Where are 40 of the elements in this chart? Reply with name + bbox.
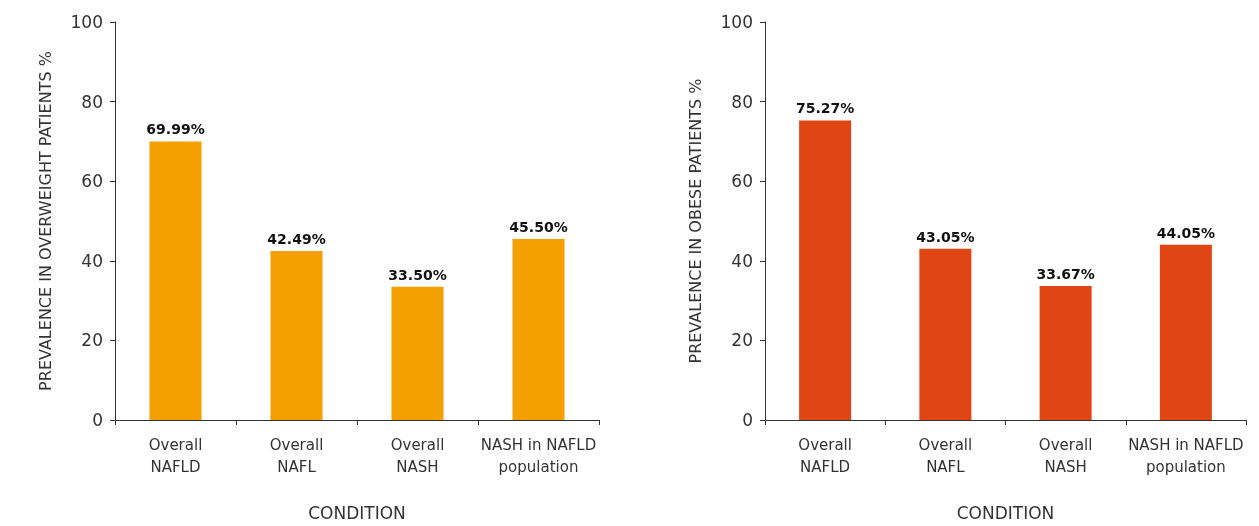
x-tick-label: NASH in NAFLD population xyxy=(1128,436,1244,476)
y-tick-label: 40 xyxy=(731,250,753,271)
data-label: 75.27% xyxy=(795,100,855,117)
data-label: 43.05% xyxy=(916,228,975,245)
y-tick-label: 20 xyxy=(81,330,103,351)
x-tick-label: Overall NAFL xyxy=(269,436,324,476)
bar xyxy=(1159,244,1212,420)
x-tick-label: Overall NAFL xyxy=(918,436,973,476)
y-tick-label: 0 xyxy=(742,410,753,430)
x-tick-label: Overall NASH xyxy=(1038,436,1093,476)
data-label: 45.50% xyxy=(509,218,568,235)
x-axis-title: CONDITION xyxy=(308,502,406,523)
y-tick-label: 100 xyxy=(720,12,753,32)
bar xyxy=(149,141,202,420)
data-label: 69.99% xyxy=(146,121,205,138)
y-tick-label: 40 xyxy=(81,250,103,271)
bar xyxy=(919,248,972,420)
data-label: 42.49% xyxy=(267,230,326,247)
x-tick-label: Overall NAFLD xyxy=(148,436,203,476)
y-tick-label: 100 xyxy=(70,12,103,32)
bar xyxy=(391,286,444,420)
bar xyxy=(1039,285,1092,420)
bar xyxy=(270,250,323,420)
data-label: 33.50% xyxy=(388,266,447,283)
data-label: 44.05% xyxy=(1156,224,1216,241)
y-tick-label: 20 xyxy=(731,330,753,351)
y-tick-label: 80 xyxy=(731,91,753,112)
data-label: 33.67% xyxy=(1036,265,1095,282)
x-axis-title: CONDITION xyxy=(956,502,1055,523)
y-axis-title: PREVALENCE IN OBESE PATIENTS % xyxy=(685,78,705,364)
x-tick-label: Overall NASH xyxy=(390,436,445,476)
y-tick-label: 60 xyxy=(731,171,753,192)
x-tick-label: NASH in NAFLD population xyxy=(480,436,597,476)
bar xyxy=(512,238,565,420)
y-tick-label: 60 xyxy=(81,171,103,192)
x-tick-label: Overall NAFLD xyxy=(798,436,852,476)
bar xyxy=(799,120,852,420)
y-tick-label: 80 xyxy=(81,91,103,112)
y-axis-title: PREVALENCE IN OVERWEIGHT PATIENTS % xyxy=(35,51,55,391)
y-tick-label: 0 xyxy=(92,410,103,430)
